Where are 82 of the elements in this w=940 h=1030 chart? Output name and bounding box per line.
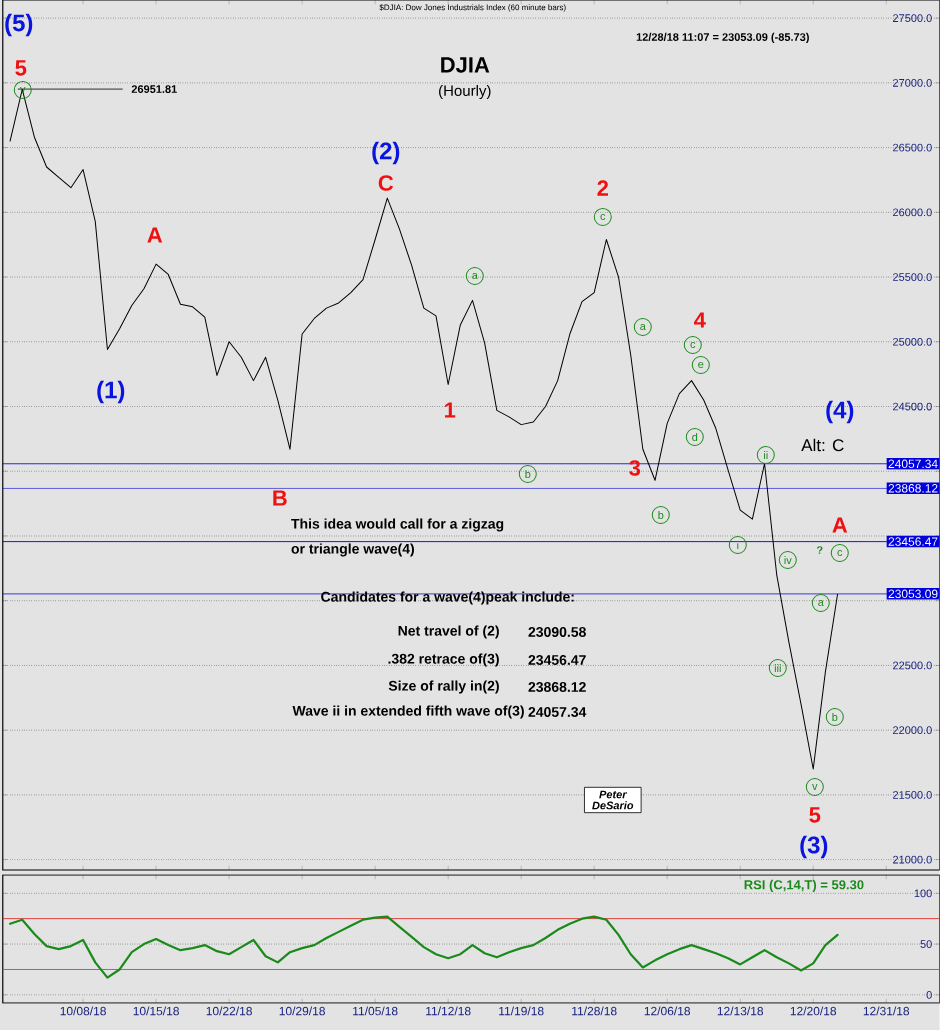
text: (Hourly) [439, 85, 491, 99]
x-tick-label: 11/12/18 [426, 1006, 471, 1016]
annotation: 4 [694, 312, 706, 328]
annotation: c [690, 341, 696, 349]
annotation: Net travel of (2) [398, 625, 499, 639]
y-tick-label: 21000.0 [893, 855, 932, 864]
annotation: a [640, 323, 646, 331]
annotation: iv [784, 556, 792, 564]
annotation: e [698, 361, 704, 369]
annotation: (5) [5, 13, 33, 37]
annotation: ii [764, 451, 768, 459]
annotation: 23868.12 [528, 682, 586, 692]
y-tick-label: 26000.0 [893, 208, 932, 217]
annotation: c [837, 549, 843, 557]
x-tick-label: 11/28/18 [572, 1006, 617, 1016]
x-tick-label: 12/31/18 [863, 1006, 910, 1016]
annotation: C [378, 175, 394, 191]
x-tick-label: 12/13/18 [717, 1006, 764, 1016]
y-tick-label: 25500.0 [893, 273, 932, 281]
annotation: Candidates for a wave(4)peak include: [321, 591, 574, 605]
y-tick-label: 21500.0 [893, 791, 932, 799]
line-series [9, 915, 839, 979]
annotation: 23456.47 [528, 655, 586, 665]
annotation: v [812, 784, 818, 790]
annotation: Alt: C [801, 438, 844, 452]
ref-line-label: 24057.34 [888, 459, 938, 469]
annotation: c [600, 213, 606, 220]
annotation: i [737, 541, 739, 549]
y-tick-label: 27500.0 [893, 14, 932, 23]
annotation: B [273, 490, 287, 506]
y-tick-label: 0 [926, 990, 932, 999]
y-tick-label: 27000.0 [893, 78, 932, 87]
chart-title: RSI (C,14,T) = 59.30 [744, 879, 864, 892]
annotation: Wave ii in extended fifth wave of(3) [292, 705, 524, 719]
annotation: 24057.34 [528, 707, 587, 717]
annotation: 3 [629, 460, 641, 476]
annotation: a [472, 272, 478, 279]
annotation: 1 [445, 402, 456, 418]
annotation: Size of rally in(2) [388, 680, 499, 694]
annotation: 23090.58 [528, 627, 587, 637]
annotation: (2) [372, 141, 400, 165]
ref-line-label: 23456.47 [888, 537, 938, 546]
annotation: 12/28/18 11:07 = 23053.09 (-85.73) [636, 32, 810, 44]
y-tick-label: 25000.0 [893, 337, 932, 346]
x-tick-label: 11/05/18 [353, 1006, 398, 1016]
annotation: .382 retrace of(3) [388, 653, 499, 667]
ref-line-label: 26951.81 [131, 85, 178, 93]
annotation: A [832, 517, 848, 533]
annotation: (4) [826, 400, 854, 424]
annotation: A [147, 227, 163, 243]
annotation: ? [817, 546, 823, 554]
annotation: 2 [597, 180, 609, 196]
y-tick-label: 26500.0 [893, 143, 932, 152]
ref-line-label: 23053.09 [888, 589, 938, 599]
annotation: b [525, 469, 531, 479]
annotation: a [818, 599, 824, 607]
annotation: (1) [97, 380, 125, 404]
x-tick-label: 10/15/18 [133, 1006, 180, 1016]
annotation: d [692, 432, 698, 442]
annotation: b [832, 712, 838, 722]
annotation: iii [774, 664, 781, 672]
text: DJIA [441, 57, 490, 73]
y-tick-label: 24500.0 [893, 402, 932, 411]
y-tick-label: 100 [914, 889, 932, 898]
annotation: b [658, 510, 664, 520]
x-tick-label: 12/20/18 [790, 1006, 837, 1016]
y-tick-label: 50 [920, 940, 932, 948]
y-tick-label: 22000.0 [893, 726, 932, 735]
y-tick-label: 22500.0 [893, 661, 932, 670]
annotation: 5 [809, 807, 821, 823]
x-tick-label: 11/19/18 [499, 1006, 544, 1016]
annotation: $DJIA: Dow Jones Industrials Index (60 minute bars) [379, 4, 566, 12]
annotation: This idea would call for a zigzag [291, 518, 504, 532]
annotation: Peter DeSario [592, 790, 634, 810]
annotation: or triangle wave(4) [291, 543, 415, 557]
x-tick-label: 10/08/18 [60, 1006, 107, 1016]
x-tick-label: 12/06/18 [644, 1006, 691, 1016]
x-tick-label: 10/22/18 [206, 1006, 253, 1016]
annotation: 5 [15, 60, 27, 76]
ref-line-label: 23868.12 [888, 484, 938, 493]
x-tick-label: 10/29/18 [279, 1006, 326, 1016]
annotation: (3) [800, 835, 828, 859]
